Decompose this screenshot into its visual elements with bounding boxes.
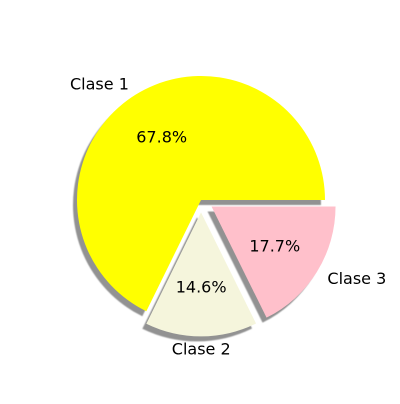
category-label-clase-1: Clase 1 bbox=[70, 75, 129, 94]
pie-slices bbox=[76, 75, 336, 337]
pie-slice-clase-3[interactable] bbox=[211, 206, 336, 318]
pie-slice-clase-1[interactable] bbox=[76, 75, 325, 312]
category-label-clase-2: Clase 2 bbox=[172, 339, 231, 358]
percent-label-clase-3: 17.7% bbox=[249, 236, 300, 255]
pie-slice-clase-2[interactable] bbox=[146, 212, 257, 337]
pie-labels: 67.8% Clase 1 14.6% Clase 2 17.7% Clase 3 bbox=[70, 75, 386, 359]
category-label-clase-3: Clase 3 bbox=[327, 269, 386, 288]
percent-label-clase-2: 14.6% bbox=[176, 277, 227, 296]
percent-label-clase-1: 67.8% bbox=[136, 127, 187, 146]
